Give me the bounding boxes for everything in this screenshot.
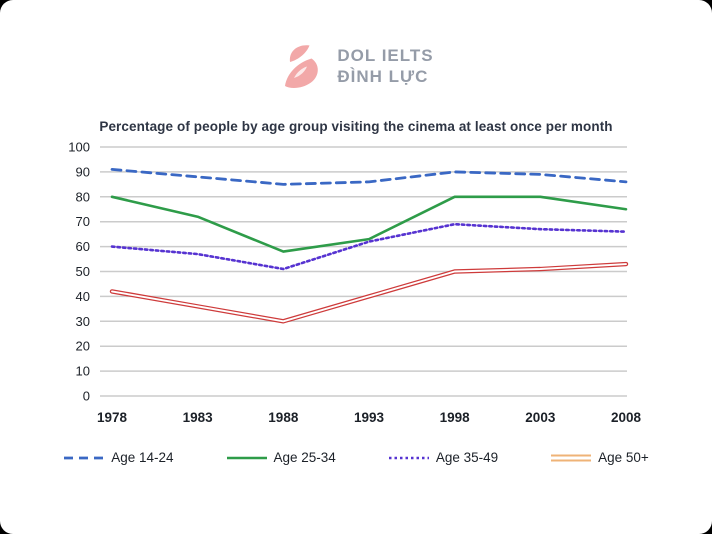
x-tick-label: 1983 <box>183 410 214 425</box>
x-tick-label: 1978 <box>97 410 128 425</box>
y-tick-label: 70 <box>76 214 90 229</box>
legend-item-age-25-34: Age 25-34 <box>226 450 336 465</box>
legend-swatch-icon <box>226 456 267 459</box>
series-line-age-35-49 <box>110 222 628 271</box>
y-tick-label: 40 <box>76 289 90 304</box>
legend-swatch-icon <box>551 454 592 461</box>
chart-title: Percentage of people by age group visiti… <box>99 119 613 134</box>
chart-legend: Age 14-24 Age 25-34 Age 35-49 Age 50+ <box>0 450 712 465</box>
logo: DOL IELTS ĐÌNH LỰC <box>0 0 712 95</box>
legend-swatch-icon <box>388 456 429 459</box>
x-tick-label: 1993 <box>354 410 385 425</box>
logo-text-line2: ĐÌNH LỰC <box>337 67 429 86</box>
y-tick-label: 30 <box>76 314 90 329</box>
y-tick-label: 0 <box>83 389 90 404</box>
y-tick-label: 50 <box>76 264 90 279</box>
x-tick-label: 1988 <box>268 410 299 425</box>
legend-label: Age 35-49 <box>435 450 499 465</box>
legend-item-age-50+: Age 50+ <box>550 450 649 465</box>
y-tick-label: 90 <box>76 164 90 179</box>
series-line-age-25-34 <box>110 195 628 253</box>
x-tick-label: 2003 <box>525 410 556 425</box>
legend-label: Age 25-34 <box>273 450 336 465</box>
y-tick-label: 20 <box>76 339 90 354</box>
cinema-attendance-chart: 0 10 20 30 40 50 60 70 80 90 100 1978 1983 1988 1993 19… <box>68 140 642 426</box>
series-line-age-14-24 <box>110 168 628 186</box>
y-tick-label: 60 <box>76 239 90 254</box>
dol-d-logo-icon <box>278 41 324 91</box>
y-tick-label: 10 <box>76 364 90 379</box>
legend-label: Age 14-24 <box>111 450 174 465</box>
series-line-age-50+ <box>109 261 629 324</box>
chart-area: 0 10 20 30 40 50 60 70 80 90 100 1978 1983 1988 1993 19… <box>25 136 712 444</box>
legend-item-age-35-49: Age 35-49 <box>388 450 498 465</box>
x-tick-label: 1998 <box>440 410 471 425</box>
series-line-age-50+-inner <box>111 263 627 323</box>
logo-text: DOL IELTS ĐÌNH LỰC <box>337 45 433 88</box>
y-tick-label: 100 <box>68 140 90 155</box>
y-tick-label: 80 <box>76 189 90 204</box>
legend-swatch-icon <box>64 456 105 459</box>
logo-text-line1: DOL IELTS <box>337 45 434 65</box>
legend-label: Age 50+ <box>598 450 649 465</box>
x-tick-label: 2008 <box>611 410 642 425</box>
legend-item-age-14-24: Age 14-24 <box>63 450 174 465</box>
